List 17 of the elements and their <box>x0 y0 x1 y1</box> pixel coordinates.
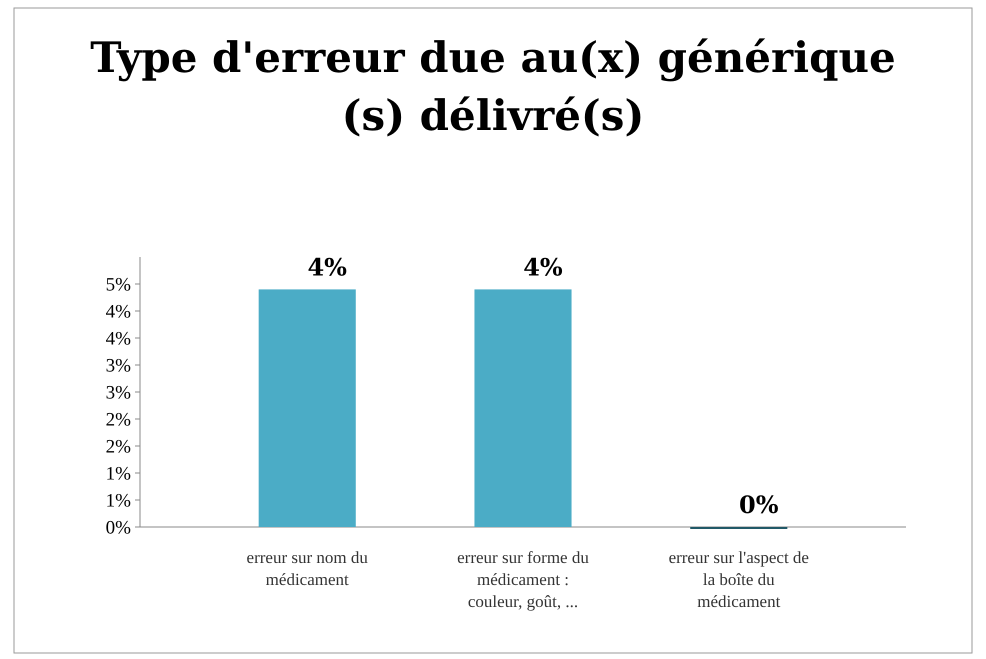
y-tick-label: 0% <box>106 518 132 539</box>
x-tick-label: erreur sur forme du médicament : couleur, goût, ... <box>457 548 590 611</box>
y-tick-label: 5% <box>106 274 132 296</box>
y-tick-label: 2% <box>106 436 132 458</box>
x-tick-label: erreur sur l'aspect de la boîte du médicament <box>668 548 809 611</box>
data-label: 0% <box>739 490 779 519</box>
x-tick-label: erreur sur nom du médicament <box>246 548 368 589</box>
y-tick-label: 3% <box>106 382 132 404</box>
y-tick-label: 3% <box>106 356 132 377</box>
y-tick-label: 4% <box>106 302 132 323</box>
y-tick-label: 2% <box>106 410 132 431</box>
data-label: 4% <box>307 252 348 282</box>
y-tick-label: 1% <box>106 464 132 485</box>
chart-title: Type d'erreur due au(x) générique (s) délivré(s) <box>90 33 896 140</box>
y-tick-label: 4% <box>106 328 132 350</box>
y-tick-label: 1% <box>106 490 132 512</box>
data-label: 4% <box>523 252 563 282</box>
